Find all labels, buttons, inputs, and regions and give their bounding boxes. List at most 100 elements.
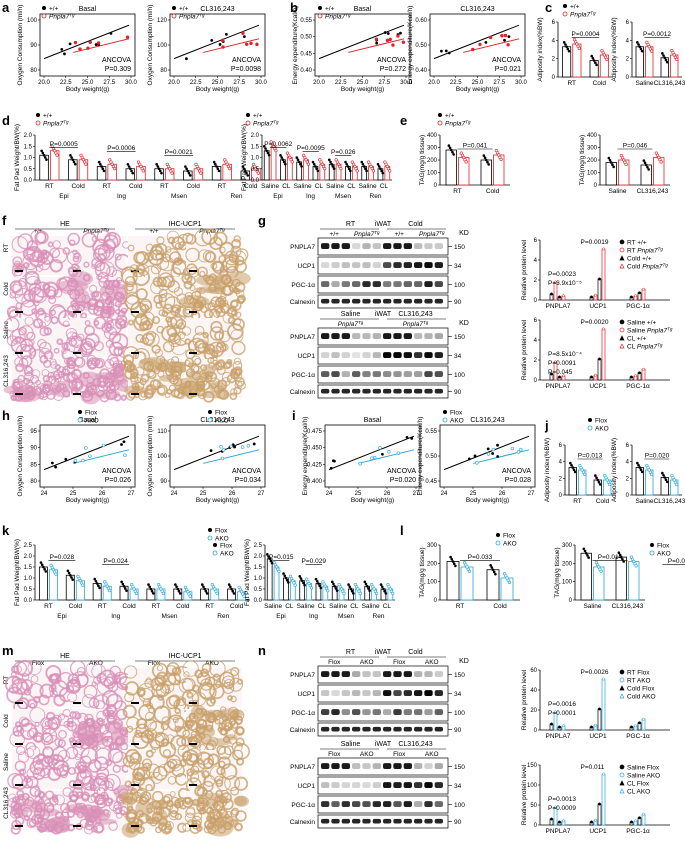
kd-label: 90 xyxy=(454,389,462,396)
legend-marker xyxy=(207,535,213,541)
y-tick-label: 50 xyxy=(530,803,537,809)
data-point xyxy=(347,583,350,586)
data-point xyxy=(245,171,248,175)
histology-image xyxy=(9,707,71,753)
data-point xyxy=(675,57,679,62)
panel-label: a xyxy=(2,0,10,15)
x-tick-label: Cold xyxy=(230,603,244,610)
protein-label: PNPLA7 xyxy=(290,334,315,341)
data-point xyxy=(365,584,369,588)
blot-band xyxy=(414,818,423,824)
data-point xyxy=(40,149,43,153)
legend: +/+Pnpla7Tg xyxy=(41,6,75,21)
histology-cell xyxy=(141,758,153,769)
y-tick-label: 0.425 xyxy=(307,462,323,468)
data-point xyxy=(565,45,568,49)
histology-cell xyxy=(34,760,51,777)
histology-cell xyxy=(186,691,194,699)
stat-test: ANCOVA xyxy=(232,468,261,475)
histology-cell xyxy=(123,665,138,679)
plot-title: Basal xyxy=(354,6,372,13)
histology-cell xyxy=(65,327,78,340)
histology-cell xyxy=(62,320,70,328)
blot-band xyxy=(414,801,423,808)
data-point xyxy=(611,163,614,166)
blot-band xyxy=(434,281,443,288)
histology-cell xyxy=(229,305,237,312)
data-point xyxy=(63,52,66,56)
y-tick-label: 0.45 xyxy=(425,479,437,485)
x-tick-label: 27.5 xyxy=(493,80,505,86)
y-tick-label: 200 xyxy=(587,158,598,164)
y-tick-label: 200 xyxy=(427,561,438,567)
data-point xyxy=(487,163,490,166)
x-tick-label: CL xyxy=(315,183,324,190)
histology-cell xyxy=(185,753,199,766)
blot-band xyxy=(414,388,423,394)
data-point xyxy=(370,456,374,460)
x-axis-label: Body weight(g) xyxy=(66,86,109,93)
blot-band xyxy=(372,262,381,269)
data-point xyxy=(405,435,409,439)
blot-band xyxy=(434,671,443,678)
legend-marker xyxy=(208,410,212,414)
y-tick-label: 1.5 xyxy=(251,144,260,150)
x-tick-label: Saline xyxy=(261,183,279,190)
blot-band xyxy=(393,671,402,678)
data-point xyxy=(642,367,645,371)
histology-cell xyxy=(43,359,52,368)
data-point xyxy=(126,163,130,166)
histology-cell xyxy=(127,319,135,326)
kd-header: KD xyxy=(459,320,469,327)
blot-band xyxy=(341,818,350,824)
data-point xyxy=(326,589,330,593)
y-axis-label: Oxygen Consumption (ml/h) xyxy=(17,5,24,86)
data-point xyxy=(302,581,305,585)
histology-cell xyxy=(138,703,156,721)
y-tick-label: 0.5 xyxy=(24,587,33,593)
legend-marker xyxy=(213,543,217,547)
histology-cell xyxy=(65,356,76,367)
data-point xyxy=(101,167,105,170)
histology-cell xyxy=(120,394,127,401)
data-point xyxy=(156,165,160,168)
data-point xyxy=(245,42,249,46)
legend-label: Flox xyxy=(148,660,161,667)
x-tick-label: 25 xyxy=(200,491,207,497)
data-point xyxy=(216,167,220,170)
histology-cell xyxy=(30,229,47,245)
y-axis-label: TAG(mg/g tissue) xyxy=(554,547,561,597)
stat-test: ANCOVA xyxy=(232,57,261,64)
histology-cell xyxy=(194,340,207,353)
regression-line-a xyxy=(43,24,130,60)
legend: +/+Pnpla7Tg xyxy=(562,4,596,19)
histology-cell xyxy=(122,354,135,366)
histology-cell xyxy=(41,725,51,735)
x-tick-label: Saline xyxy=(329,603,347,610)
histology-cell xyxy=(129,373,139,383)
blot-band xyxy=(403,763,412,770)
histology-cell xyxy=(23,262,30,269)
x-tick-label: CL316,243 xyxy=(654,80,685,87)
legend-marker xyxy=(619,239,625,245)
blot-band xyxy=(321,782,330,789)
legend-label: Saline Flox xyxy=(627,765,660,772)
data-point xyxy=(636,41,639,44)
x-tick-label: PNPLA7 xyxy=(546,383,571,390)
data-point xyxy=(650,472,654,477)
histology-region xyxy=(76,371,102,388)
data-point xyxy=(42,153,46,157)
bar xyxy=(615,556,627,601)
data-point xyxy=(97,584,100,587)
histology-cell xyxy=(45,664,62,681)
y-axis-label: Adiposity index(%BW) xyxy=(611,17,618,81)
legend-marker xyxy=(619,764,625,770)
histology-cell xyxy=(189,770,207,787)
data-point xyxy=(594,373,597,377)
histology-region xyxy=(190,704,206,720)
histology-cell xyxy=(169,804,179,815)
data-point xyxy=(224,32,228,36)
